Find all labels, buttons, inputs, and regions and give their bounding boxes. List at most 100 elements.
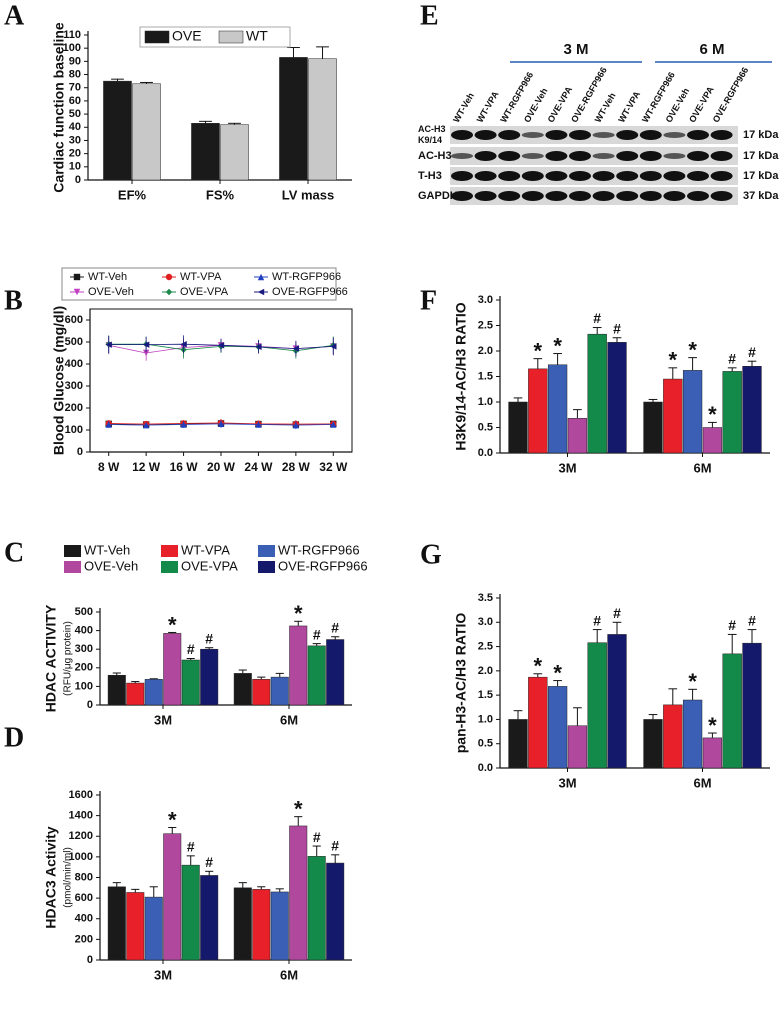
bar [307,856,326,961]
lane-label: WT-Veh [451,91,476,124]
y-tick-label: 600 [65,314,83,326]
x-tick-label: FS% [206,187,235,202]
x-tick-label: 6M [693,775,711,790]
marker [330,343,337,350]
significance-mark: * [534,338,543,363]
marker [142,349,150,357]
band [663,153,686,159]
y-tick-label: 110 [63,29,81,41]
band [521,171,544,181]
y-tick-label: 800 [75,871,93,883]
bar [200,648,219,706]
y-tick-label: 0 [77,446,83,458]
y-tick-label: 0 [87,699,93,711]
significance-mark: # [728,351,736,367]
y-tick-label: 100 [75,680,93,692]
legend-label: WT-VPA [180,271,222,283]
bar [702,427,723,454]
legend-marker [257,288,265,296]
legend-label: WT-VPA [181,542,230,557]
bar [567,418,588,454]
bar [547,364,568,454]
bar [326,639,345,706]
band [545,151,568,161]
bar [567,725,588,769]
band [451,191,473,201]
band [592,153,615,159]
bar [270,676,289,706]
y-axis-title: HDAC3 Activity [43,826,59,928]
marker [180,421,187,428]
legend-label: OVE [172,28,202,44]
marker [142,341,150,348]
x-tick-label: 8 W [98,460,120,474]
y-tick-label: 90 [69,55,81,67]
x-tick-label: 24 W [244,460,273,474]
significance-mark: # [187,641,195,657]
group-label: 3 M [563,41,588,58]
bar [742,366,762,454]
significance-mark: * [688,669,697,694]
y-tick-label: 1600 [69,789,93,801]
row-label: T-H3 [418,170,442,182]
band [592,132,615,138]
bar [722,371,742,454]
legend-marker [257,273,265,281]
y-tick-label: 2.0 [478,345,493,357]
legend-box [139,26,291,48]
legend-swatch [64,545,81,557]
band [616,191,639,201]
bar [682,370,703,454]
bar [722,653,742,769]
y-tick-label: 50 [69,108,81,120]
panel-label: D [4,722,24,753]
panel-label: E [420,0,439,31]
row-label: AC-H3 [418,124,446,134]
legend-marker [165,288,173,296]
row-label: AC-H3 [418,150,452,162]
y-tick-label: 0.0 [478,447,493,459]
band [639,151,662,161]
y-tick-label: 30 [69,134,81,146]
size-label: 17 kDa [743,150,779,162]
band [616,151,639,161]
y-tick-label: 600 [75,892,93,904]
bar [587,333,607,454]
band [474,130,497,140]
bar [132,83,161,181]
y-axis-title: HDAC ACTIVITY [43,604,59,712]
y-tick-label: 1.5 [478,689,493,701]
bar [742,642,762,769]
y-tick-label: 1200 [69,830,93,842]
legend-swatch [161,545,178,557]
legend-swatch [258,561,275,573]
band [687,171,709,181]
y-tick-label: 3.5 [478,592,493,604]
size-label: 37 kDa [743,190,779,202]
band [639,191,662,201]
band [498,191,521,201]
band [687,130,709,140]
band [710,151,733,161]
bar [163,633,182,706]
band [616,171,639,181]
band [592,171,615,181]
y-tick-label: 0 [87,954,93,966]
band [521,191,544,201]
band [663,132,686,138]
marker [105,341,112,348]
marker [105,421,112,428]
panel-label: C [4,537,24,568]
significance-mark: # [613,320,621,336]
bar [682,699,703,769]
y-tick-label: 500 [75,606,93,618]
significance-mark: * [708,402,717,427]
legend-marker [165,273,173,281]
x-tick-label: 20 W [207,460,236,474]
marker [217,420,225,428]
y-tick-label: 400 [75,913,93,925]
bar [279,57,308,181]
legend-label: WT-Veh [88,271,127,283]
legend-label: WT [246,28,268,44]
marker [255,343,262,351]
